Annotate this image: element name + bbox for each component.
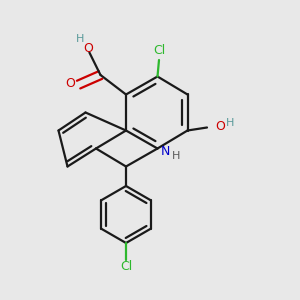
Text: O: O <box>65 76 75 90</box>
Text: Cl: Cl <box>120 260 132 273</box>
Text: Cl: Cl <box>153 44 165 57</box>
Text: N: N <box>161 145 170 158</box>
Text: H: H <box>76 34 85 44</box>
Text: O: O <box>84 41 93 55</box>
Text: H: H <box>172 151 180 161</box>
Text: O: O <box>215 120 225 134</box>
Text: H: H <box>226 118 235 128</box>
